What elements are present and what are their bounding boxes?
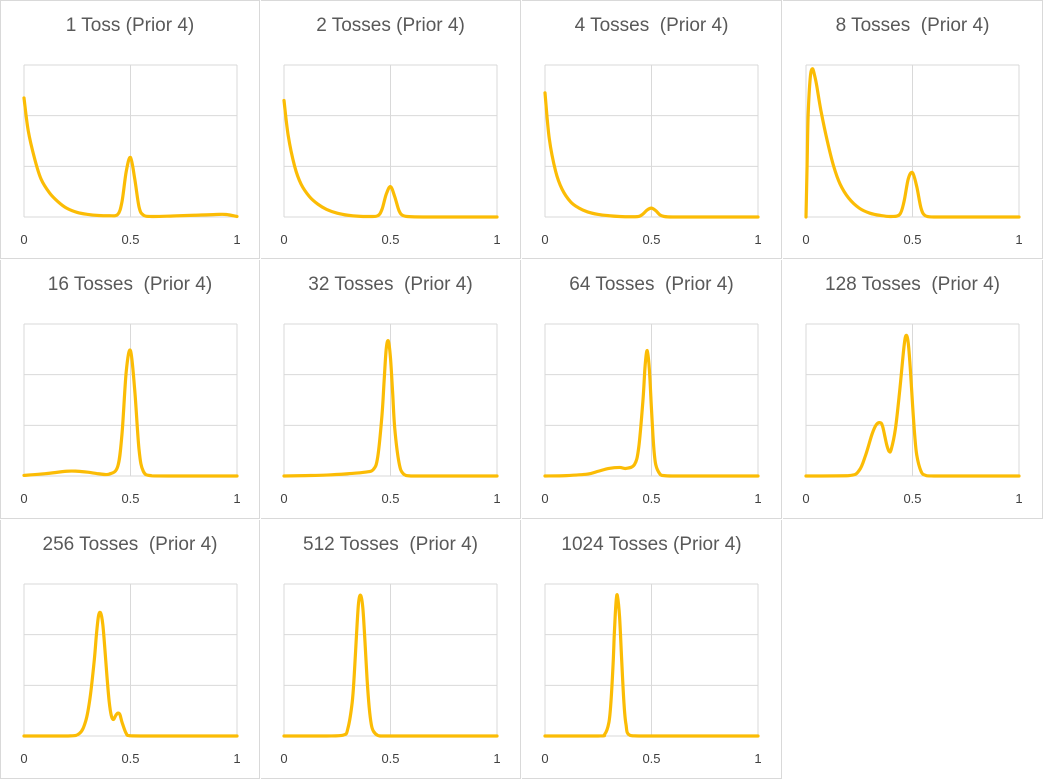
x-tick-label: 1: [493, 232, 500, 247]
chart-title: 4 Tosses (Prior 4): [574, 15, 729, 36]
series-line: [804, 67, 1021, 219]
x-tick-label: 0.5: [381, 232, 399, 247]
chart-plot: 0 0.5 1: [20, 64, 241, 247]
chart-panel: 128 Tosses (Prior 4) 0 0.5 1: [783, 260, 1043, 519]
x-tick-label: 0: [802, 491, 809, 506]
x-tick-label: 0: [20, 751, 27, 766]
chart-plot: 0 0.5 1: [541, 583, 762, 766]
x-tick-label: 1: [754, 232, 761, 247]
chart-title: 1024 Tosses (Prior 4): [561, 534, 742, 555]
chart-plot: 0 0.5 1: [280, 64, 501, 247]
chart-panel: 16 Tosses (Prior 4) 0 0.5 1: [0, 260, 260, 519]
series-line: [543, 593, 760, 738]
chart-plot: 0 0.5 1: [20, 323, 241, 506]
x-tick-label: 0: [541, 232, 548, 247]
chart-plot: 0 0.5 1: [541, 323, 762, 506]
x-tick-label: 0: [20, 491, 27, 506]
x-tick-label: 0: [280, 491, 287, 506]
chart-panel: 256 Tosses (Prior 4) 0 0.5 1: [0, 520, 260, 779]
x-tick-label: 0: [802, 232, 809, 247]
chart-panel: 32 Tosses (Prior 4) 0 0.5 1: [261, 260, 521, 519]
x-tick-label: 1: [493, 491, 500, 506]
x-tick-label: 0.5: [642, 232, 660, 247]
x-tick-label: 1: [493, 751, 500, 766]
x-tick-label: 1: [754, 751, 761, 766]
chart-title: 2 Tosses (Prior 4): [316, 15, 465, 36]
x-tick-label: 0.5: [642, 491, 660, 506]
chart-title: 8 Tosses (Prior 4): [835, 15, 990, 36]
series-line: [282, 339, 499, 478]
chart-panel: 512 Tosses (Prior 4) 0 0.5 1: [261, 520, 521, 779]
series-line: [22, 348, 239, 478]
x-tick-label: 0.5: [642, 751, 660, 766]
chart-panel: 4 Tosses (Prior 4) 0 0.5 1: [522, 0, 782, 259]
x-tick-label: 1: [233, 491, 240, 506]
chart-plot: 0 0.5 1: [802, 64, 1023, 247]
x-tick-label: 0: [280, 232, 287, 247]
chart-panel: 8 Tosses (Prior 4) 0 0.5 1: [783, 0, 1043, 259]
chart-title: 256 Tosses (Prior 4): [42, 534, 218, 555]
x-tick-label: 1: [233, 751, 240, 766]
chart-panel: 1024 Tosses (Prior 4) 0 0.5 1: [522, 520, 782, 779]
chart-panel: 64 Tosses (Prior 4) 0 0.5 1: [522, 260, 782, 519]
series-line: [282, 98, 499, 219]
x-tick-label: 0: [541, 491, 548, 506]
x-tick-label: 1: [1015, 491, 1022, 506]
chart-title: 64 Tosses (Prior 4): [569, 274, 734, 295]
series-line: [22, 610, 239, 738]
chart-plot: 0 0.5 1: [802, 323, 1023, 506]
chart-title: 128 Tosses (Prior 4): [825, 274, 1000, 295]
chart-plot: 0 0.5 1: [541, 64, 762, 247]
chart-plot: 0 0.5 1: [280, 323, 501, 506]
series-line: [282, 593, 499, 738]
chart-plot: 0 0.5 1: [20, 583, 241, 766]
x-tick-label: 1: [754, 491, 761, 506]
x-tick-label: 0.5: [121, 751, 139, 766]
x-tick-label: 1: [233, 232, 240, 247]
series-line: [543, 348, 760, 478]
x-tick-label: 0.5: [121, 491, 139, 506]
series-line: [804, 333, 1021, 478]
x-tick-label: 0.5: [903, 491, 921, 506]
x-tick-label: 0.5: [903, 232, 921, 247]
chart-panel: 1 Toss (Prior 4) 0 0.5 1: [0, 0, 260, 259]
chart-title: 1 Toss (Prior 4): [65, 15, 195, 36]
x-tick-label: 0.5: [121, 232, 139, 247]
x-tick-label: 0.5: [381, 491, 399, 506]
series-line: [543, 91, 760, 219]
chart-title: 16 Tosses (Prior 4): [47, 274, 213, 295]
x-tick-label: 0: [541, 751, 548, 766]
chart-plot: 0 0.5 1: [280, 583, 501, 766]
x-tick-label: 0: [280, 751, 287, 766]
chart-title: 512 Tosses (Prior 4): [303, 534, 478, 555]
x-tick-label: 0: [20, 232, 27, 247]
series-line: [22, 96, 239, 219]
chart-title: 32 Tosses (Prior 4): [308, 274, 473, 295]
chart-panel: 2 Tosses (Prior 4) 0 0.5 1: [261, 0, 521, 259]
x-tick-label: 1: [1015, 232, 1022, 247]
x-tick-label: 0.5: [381, 751, 399, 766]
